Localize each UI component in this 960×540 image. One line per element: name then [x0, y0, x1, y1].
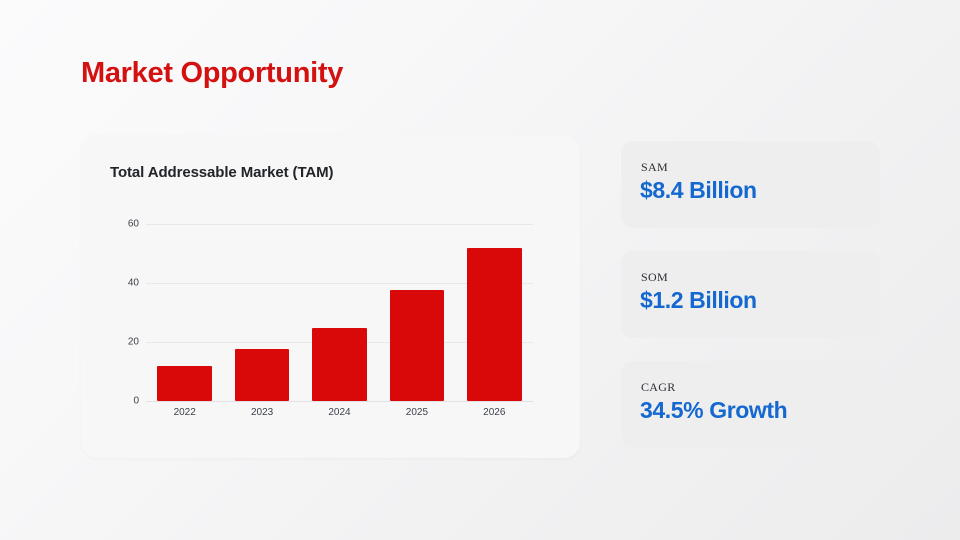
stat-value: 34.5% Growth — [640, 397, 788, 423]
chart-bar-group: 2023 — [234, 224, 290, 418]
page-title: Market Opportunity — [81, 57, 344, 89]
stat-label: CAGR — [641, 380, 676, 394]
chart-bar — [157, 365, 212, 401]
chart-panel: Total Addressable Market (TAM) 0 20 40 60 2… — [81, 135, 580, 458]
y-axis-tick-label: 40 — [127, 277, 139, 289]
chart-bars: 2022 2023 2024 2025 2026 — [146, 224, 533, 418]
stat-card-sam: SAM $8.4 Billion — [621, 141, 880, 228]
stat-value: $1.2 Billion — [640, 287, 757, 313]
y-axis-tick-label: 60 — [127, 218, 139, 230]
x-axis-tick-label: 2022 — [173, 407, 196, 418]
chart-bar-group: 2025 — [389, 224, 445, 418]
stat-value: $8.4 Billion — [640, 177, 757, 203]
x-axis-tick-label: 2024 — [328, 407, 351, 418]
chart-bar — [467, 247, 522, 401]
stat-label: SAM — [641, 160, 668, 174]
chart-bar-group: 2024 — [312, 224, 367, 418]
chart-bar — [312, 327, 367, 401]
chart-bar — [389, 290, 445, 401]
chart-title: Total Addressable Market (TAM) — [110, 164, 334, 181]
y-axis-tick-label: 0 — [133, 395, 139, 407]
chart-bar-group: 2022 — [157, 224, 212, 418]
y-axis-tick-label: 20 — [127, 336, 139, 348]
gridline — [146, 224, 533, 225]
stat-card-som: SOM $1.2 Billion — [621, 251, 880, 338]
chart-bar — [234, 349, 290, 401]
stat-label: SOM — [641, 270, 668, 284]
gridline — [146, 401, 533, 402]
x-axis-tick-label: 2026 — [483, 407, 506, 418]
chart-plot-area: 0 20 40 60 2022 2023 2024 2025 2026 — [128, 219, 533, 418]
stat-card-cagr: CAGR 34.5% Growth — [621, 361, 880, 448]
gridline — [146, 283, 533, 284]
chart-bar-group: 2026 — [467, 224, 522, 418]
x-axis-tick-label: 2025 — [405, 407, 429, 418]
x-axis-tick-label: 2023 — [250, 407, 274, 418]
